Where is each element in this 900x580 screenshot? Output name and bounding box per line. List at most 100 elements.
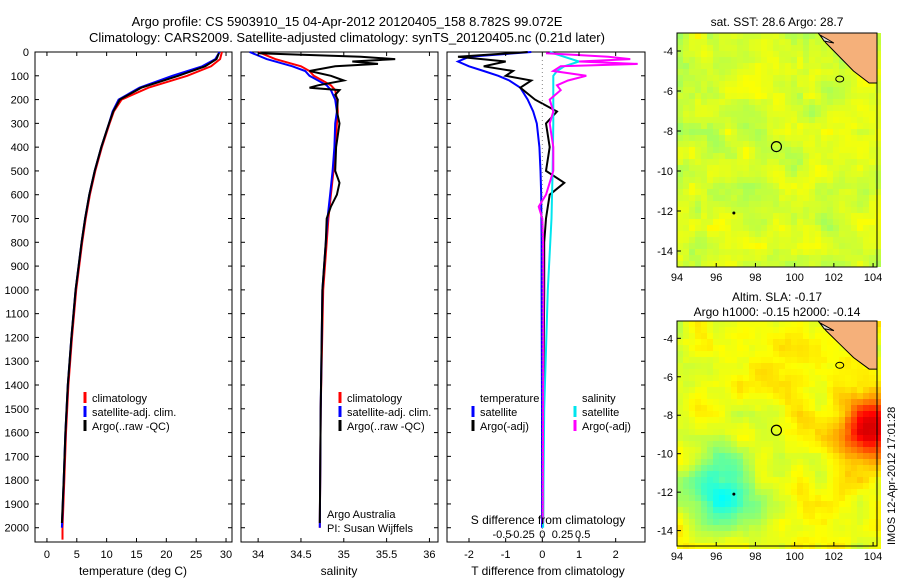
map-cell [821, 117, 827, 123]
map-cell [707, 99, 713, 105]
map-cell [863, 159, 869, 165]
map-cell [713, 507, 719, 513]
map-cell [839, 513, 845, 519]
map-cell [713, 99, 719, 105]
map-cell [785, 249, 791, 255]
map-cell [839, 447, 845, 453]
map-cell [809, 423, 815, 429]
map-cell [833, 237, 839, 243]
map-cell [797, 411, 803, 417]
map-cell [719, 249, 725, 255]
map-cell [677, 159, 683, 165]
map-cell [725, 405, 731, 411]
map-cell [779, 147, 785, 153]
map-cell [743, 321, 749, 327]
map-cell [779, 387, 785, 393]
map-cell [719, 435, 725, 441]
map-cell [719, 519, 725, 525]
map-cell [731, 423, 737, 429]
map-cell [701, 111, 707, 117]
map-cell [851, 75, 857, 81]
map-cell [803, 261, 809, 267]
map-cell [779, 459, 785, 465]
map-cell [713, 93, 719, 99]
map-cell [755, 483, 761, 489]
map-cell [707, 93, 713, 99]
map-cell [815, 159, 821, 165]
map-cell [701, 255, 707, 261]
map-cell [839, 189, 845, 195]
map-cell [803, 93, 809, 99]
map-cell [797, 63, 803, 69]
map-cell [677, 423, 683, 429]
map-cell [707, 63, 713, 69]
map-cell [743, 477, 749, 483]
map-cell [833, 183, 839, 189]
map-cell [719, 363, 725, 369]
map-cell [797, 57, 803, 63]
map-cell [731, 261, 737, 267]
map-cell [803, 465, 809, 471]
map-cell [857, 387, 863, 393]
map-cell [791, 69, 797, 75]
map-cell [827, 381, 833, 387]
map-cell [875, 183, 881, 189]
map-cell [743, 339, 749, 345]
map-cell [869, 483, 875, 489]
map-cell [839, 477, 845, 483]
map-cell [695, 327, 701, 333]
map-cell [689, 333, 695, 339]
map-cell [815, 201, 821, 207]
map-cell [797, 531, 803, 537]
series-line [60, 51, 221, 528]
map-cell [869, 525, 875, 531]
map-cell [851, 417, 857, 423]
map-cell [683, 453, 689, 459]
map-cell [743, 69, 749, 75]
map-cell [677, 399, 683, 405]
difference-legend: temperature satellite Argo(-adj) salinit… [471, 393, 631, 433]
map-cell [845, 363, 851, 369]
map-cell [863, 381, 869, 387]
map-cell [803, 519, 809, 525]
map-cell [839, 441, 845, 447]
map-cell [869, 441, 875, 447]
map-cell [677, 231, 683, 237]
map-cell [731, 525, 737, 531]
map-y-tick-label: -10 [657, 449, 673, 461]
map-cell [701, 381, 707, 387]
map-cell [851, 405, 857, 411]
map-cell [749, 39, 755, 45]
map-cell [857, 183, 863, 189]
map-cell [821, 363, 827, 369]
map-cell [755, 141, 761, 147]
map-cell [827, 249, 833, 255]
map-cell [761, 453, 767, 459]
map-cell [773, 213, 779, 219]
map-cell [701, 177, 707, 183]
map-cell [755, 159, 761, 165]
island-dot [732, 211, 736, 215]
map-cell [719, 507, 725, 513]
map-cell [755, 33, 761, 39]
map-cell [803, 249, 809, 255]
map-cell [707, 519, 713, 525]
map-cell [749, 417, 755, 423]
map-cell [749, 471, 755, 477]
map-cell [809, 537, 815, 543]
difference-t-axis: -2 -1 0 1 2 [464, 52, 619, 561]
map-cell [707, 483, 713, 489]
map-cell [773, 393, 779, 399]
map-cell [695, 519, 701, 525]
map-cell [743, 207, 749, 213]
map-cell [785, 357, 791, 363]
map-cell [821, 495, 827, 501]
map-cell [833, 435, 839, 441]
sst-map-title: sat. SST: 28.6 Argo: 28.7 [711, 15, 844, 29]
map-cell [755, 507, 761, 513]
x-tick-label: 20 [160, 549, 172, 561]
map-cell [773, 501, 779, 507]
map-cell [821, 243, 827, 249]
map-cell [755, 333, 761, 339]
map-cell [785, 471, 791, 477]
